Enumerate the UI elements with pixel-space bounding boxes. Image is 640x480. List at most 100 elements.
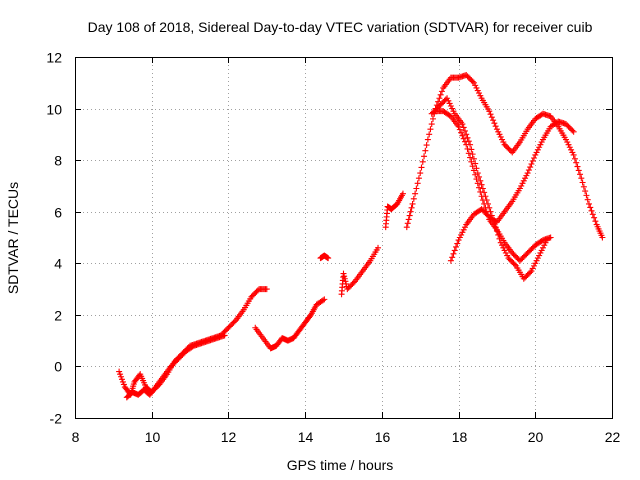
data-point xyxy=(119,378,126,385)
data-point xyxy=(117,371,124,378)
axis-ticks: 8 10 12 14 16 18 20 22 -2 0 2 4 6 8 10 12 xyxy=(46,50,620,446)
data-point xyxy=(430,115,436,122)
data-point xyxy=(536,252,543,259)
data-point xyxy=(478,181,485,188)
data-point xyxy=(531,262,538,269)
data-point xyxy=(481,200,488,207)
data-point xyxy=(580,183,587,190)
data-point xyxy=(496,131,503,138)
data-point xyxy=(477,188,484,195)
data-point xyxy=(527,269,534,276)
data-point xyxy=(532,151,539,158)
data-point xyxy=(511,252,518,259)
data-point xyxy=(472,171,479,178)
x-tick-label: 8 xyxy=(72,429,80,445)
data-point xyxy=(437,91,444,98)
data-point xyxy=(167,363,174,370)
data-point xyxy=(464,134,471,141)
data-point xyxy=(344,286,351,293)
data-point xyxy=(180,350,187,357)
data-point xyxy=(225,324,232,331)
data-point xyxy=(442,96,449,103)
data-point xyxy=(570,128,577,135)
data-point xyxy=(459,229,466,236)
data-point xyxy=(403,224,410,231)
data-point xyxy=(531,154,538,161)
data-point xyxy=(588,207,595,214)
y-tick-label: -2 xyxy=(50,411,63,427)
data-point xyxy=(536,144,543,151)
y-tick-label: 10 xyxy=(46,102,62,118)
x-tick-label: 18 xyxy=(452,429,468,445)
data-point xyxy=(175,355,182,362)
data-point xyxy=(458,231,465,238)
data-point xyxy=(491,120,498,127)
data-point xyxy=(592,218,599,225)
data-point xyxy=(571,155,578,162)
data-point xyxy=(249,292,256,299)
data-point xyxy=(461,224,468,231)
series-arc-5 xyxy=(338,244,382,298)
data-point xyxy=(116,368,123,375)
y-tick-label: 12 xyxy=(46,50,62,66)
data-point xyxy=(522,252,529,259)
data-point xyxy=(468,77,475,84)
data-point xyxy=(537,249,544,256)
data-point xyxy=(254,287,261,294)
data-point xyxy=(440,99,447,106)
data-point xyxy=(231,318,238,325)
data-point xyxy=(407,208,414,215)
data-point xyxy=(436,95,443,102)
data-point xyxy=(527,164,534,171)
data-point xyxy=(419,158,426,165)
data-point xyxy=(463,131,470,138)
data-point xyxy=(502,249,509,256)
data-point xyxy=(520,177,527,184)
data-point xyxy=(562,136,569,143)
data-point xyxy=(479,207,486,214)
data-point xyxy=(447,257,454,264)
data-point xyxy=(413,185,420,192)
data-point xyxy=(472,160,479,167)
data-point xyxy=(477,177,484,184)
data-point xyxy=(502,142,509,149)
data-point xyxy=(495,128,502,135)
data-point xyxy=(525,270,532,277)
data-point xyxy=(518,256,525,263)
data-point xyxy=(465,150,472,157)
data-point xyxy=(523,251,530,258)
data-point xyxy=(348,282,355,289)
y-tick-label: 8 xyxy=(54,153,62,169)
data-point xyxy=(476,90,483,97)
data-point xyxy=(499,242,506,249)
data-point xyxy=(458,129,465,136)
series-arc-2 xyxy=(123,332,228,401)
data-point xyxy=(399,190,406,197)
data-point xyxy=(449,254,456,261)
data-point xyxy=(450,250,457,257)
data-point xyxy=(509,258,516,265)
data-point xyxy=(520,253,527,260)
data-point xyxy=(428,121,435,128)
data-point xyxy=(574,163,581,170)
data-point xyxy=(447,102,454,109)
data-point xyxy=(534,146,541,153)
grid xyxy=(75,57,612,418)
data-point xyxy=(469,78,476,85)
data-point xyxy=(538,247,545,254)
data-point xyxy=(469,151,476,158)
data-point xyxy=(345,284,352,291)
data-point xyxy=(501,247,508,254)
data-point xyxy=(528,246,535,253)
data-point xyxy=(507,257,514,264)
data-point xyxy=(525,167,532,174)
data-point xyxy=(464,73,471,80)
data-point xyxy=(500,139,507,146)
data-point xyxy=(529,244,536,251)
data-point xyxy=(454,240,461,247)
data-point xyxy=(500,244,507,251)
data-point xyxy=(524,271,531,278)
data-point xyxy=(450,108,457,115)
data-point xyxy=(410,195,417,202)
data-point xyxy=(488,114,495,121)
